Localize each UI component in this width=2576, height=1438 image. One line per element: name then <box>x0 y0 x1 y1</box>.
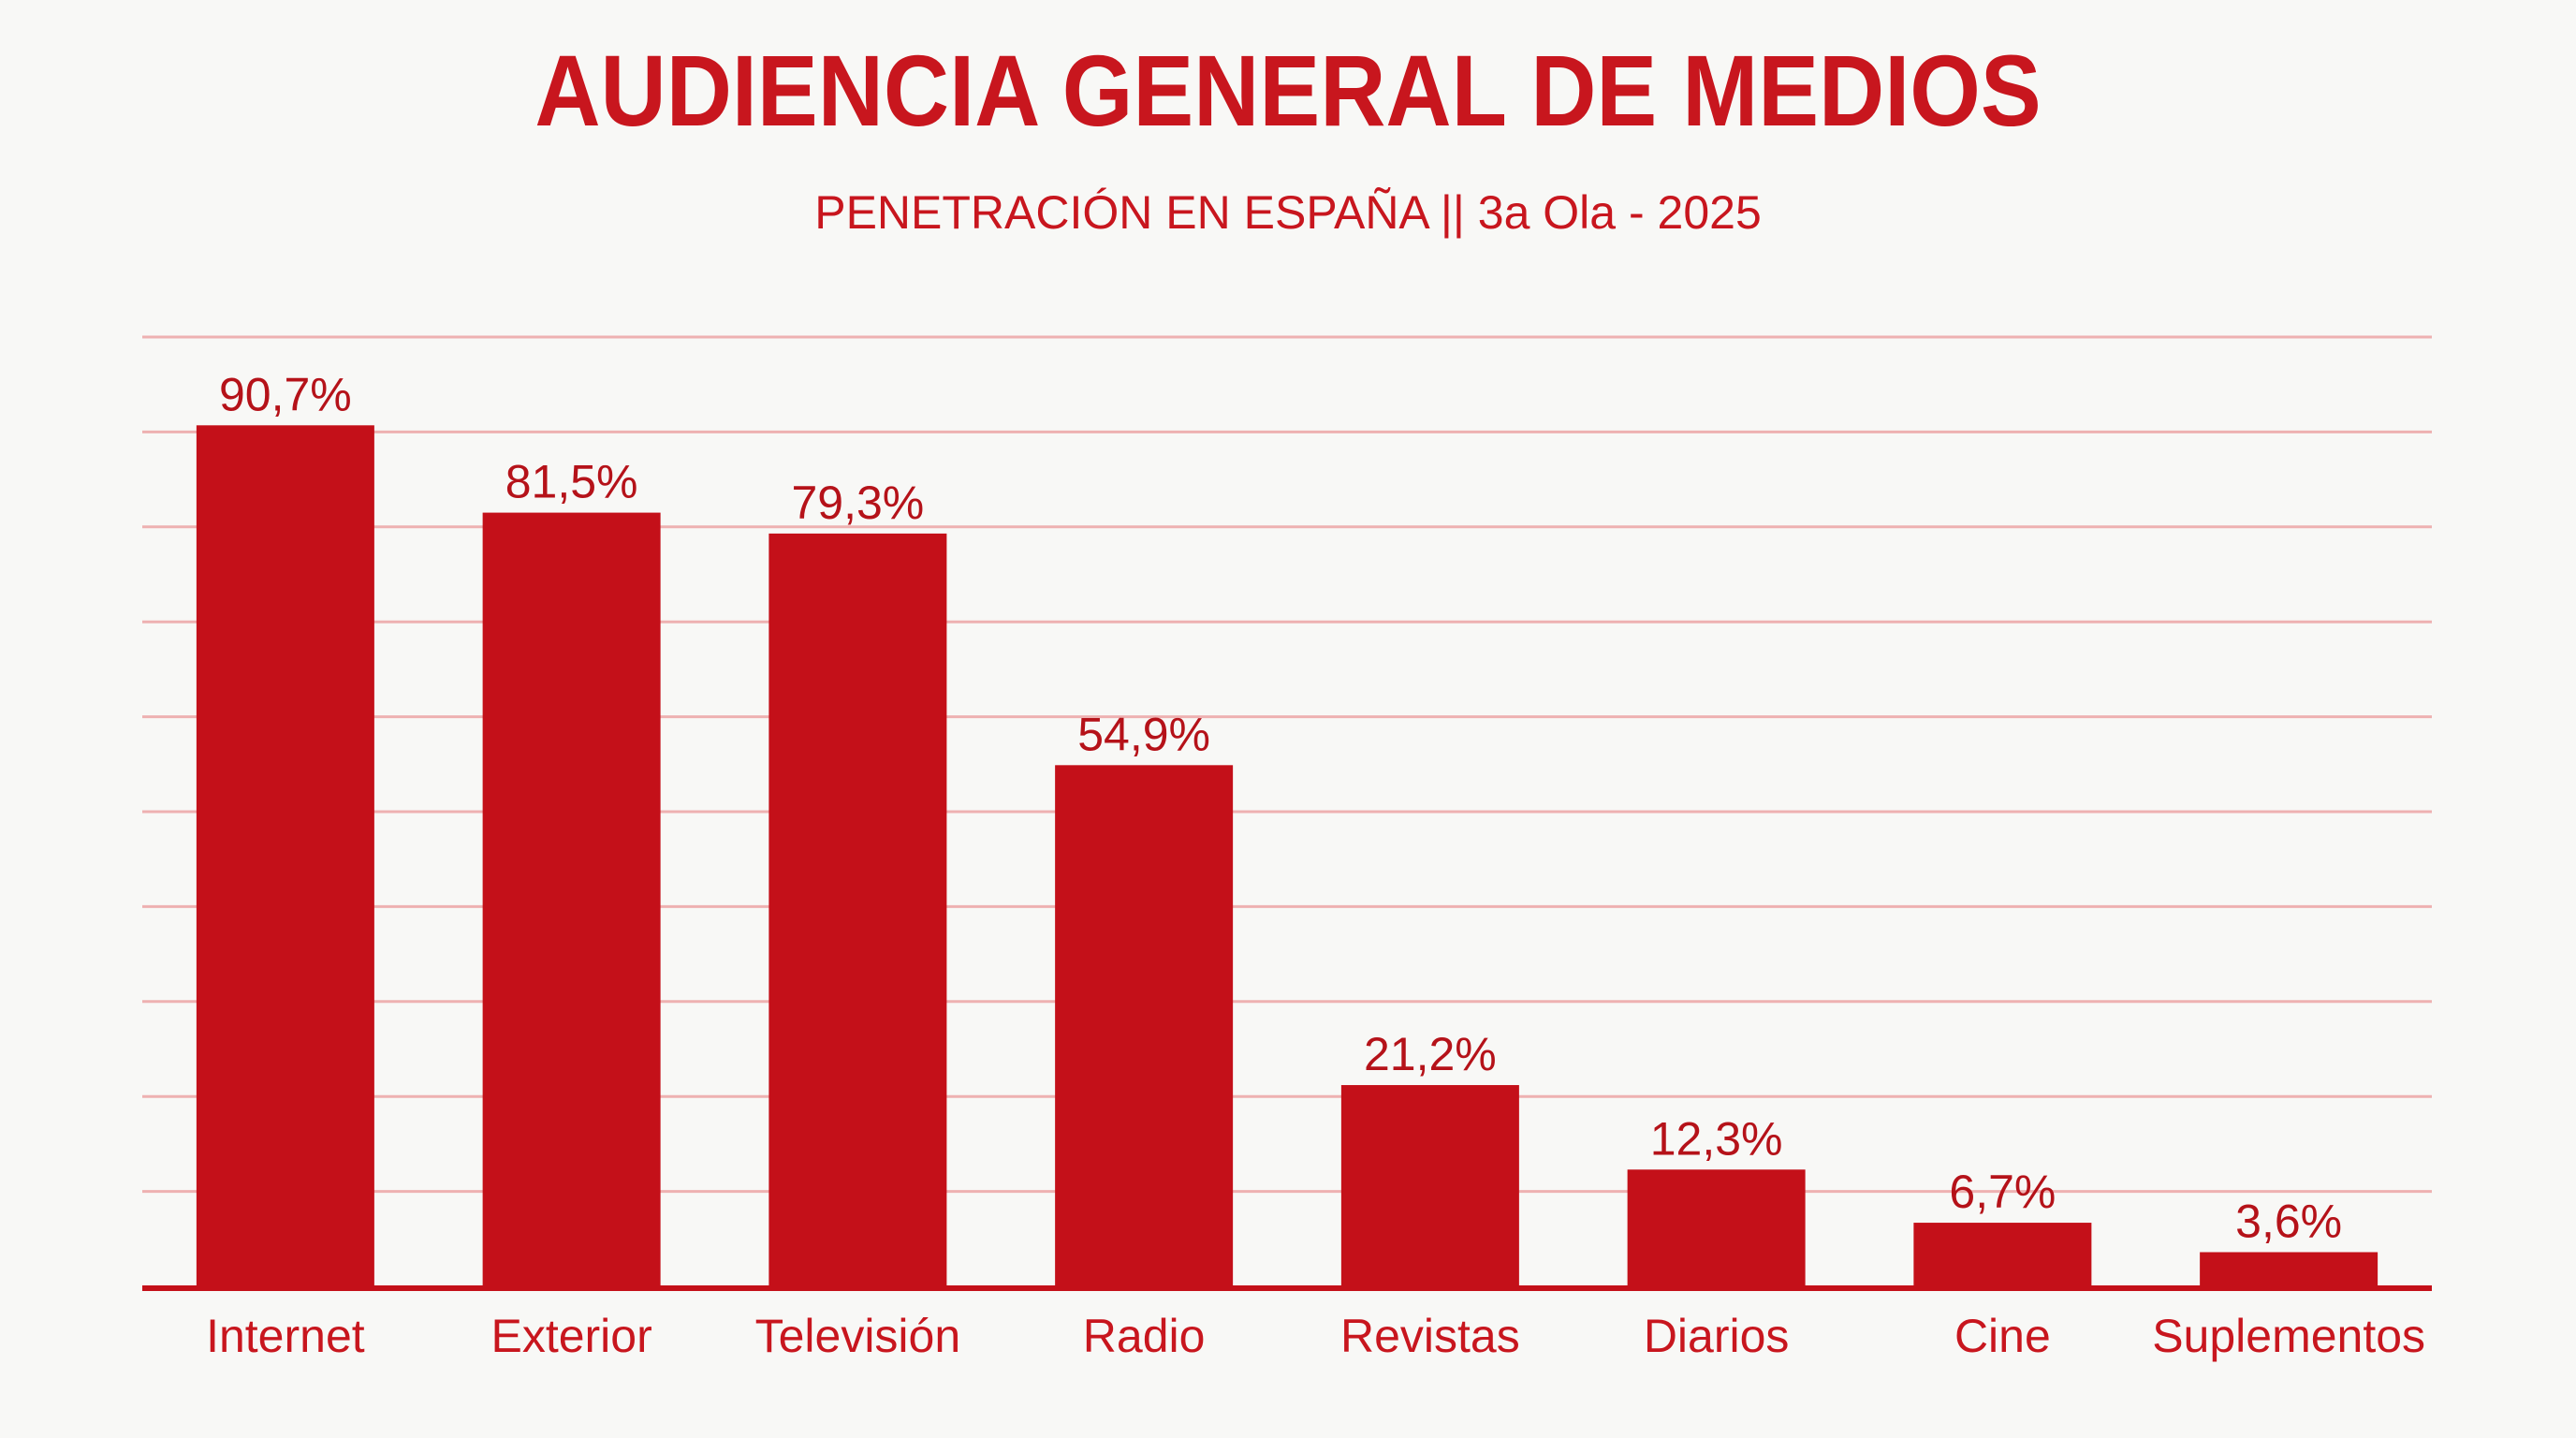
data-label: 6,7% <box>1949 1166 2056 1218</box>
bar-suplementos <box>2200 1252 2378 1286</box>
bar-diarios <box>1627 1169 1806 1286</box>
category-label: Cine <box>1954 1310 2051 1362</box>
data-label: 12,3% <box>1650 1112 1783 1165</box>
category-label: Diarios <box>1644 1310 1790 1362</box>
category-label: Internet <box>206 1310 365 1362</box>
category-labels: Internet Exterior Televisión Radio Revistas D… <box>206 1310 2425 1362</box>
category-label: Televisión <box>755 1310 961 1362</box>
category-label: Exterior <box>490 1310 651 1362</box>
bar-revistas <box>1340 1085 1519 1286</box>
bar-exterior <box>482 512 661 1286</box>
bars <box>196 425 2378 1286</box>
data-labels: 90,7% 81,5% 79,3% 54,9% 21,2% 12,3% 6,7% 3,6% <box>219 368 2342 1247</box>
data-label: 79,3% <box>791 477 924 529</box>
data-label: 21,2% <box>1364 1028 1497 1080</box>
bar-radio <box>1055 765 1234 1286</box>
bar-cine <box>1913 1223 2092 1286</box>
data-label: 3,6% <box>2235 1195 2342 1247</box>
chart-subtitle: PENETRACIÓN EN ESPAÑA || 3a Ola - 2025 <box>814 186 1762 239</box>
chart-title: AUDIENCIA GENERAL DE MEDIOS <box>534 34 2042 147</box>
data-label: 90,7% <box>219 368 352 420</box>
data-label: 54,9% <box>1077 708 1210 760</box>
category-label: Radio <box>1083 1310 1206 1362</box>
data-label: 81,5% <box>505 456 638 508</box>
category-label: Revistas <box>1340 1310 1520 1362</box>
category-label: Suplementos <box>2152 1310 2425 1362</box>
bar-internet <box>196 425 374 1286</box>
bar-televisión <box>768 533 947 1286</box>
